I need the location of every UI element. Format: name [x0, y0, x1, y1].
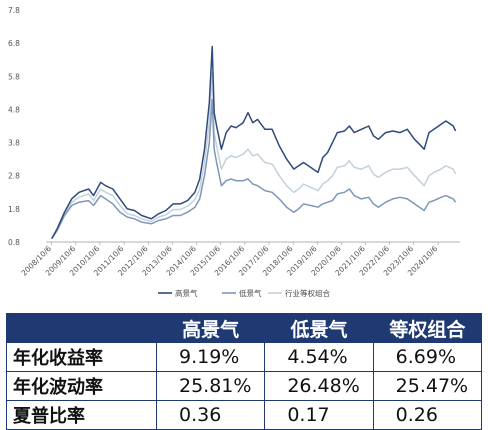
- table-cell: 0.17: [264, 400, 374, 430]
- legend-label: 高景气: [175, 288, 198, 298]
- header-cell: 高景气: [155, 313, 266, 343]
- row-label: 年化波动率: [6, 371, 157, 401]
- y-tick-label: 3.8: [8, 139, 20, 148]
- row-label: 年化收益率: [6, 342, 157, 372]
- y-tick-label: 5.8: [8, 72, 20, 81]
- header-cell: 等权组合: [372, 313, 483, 343]
- row-label: 夏普比率: [6, 400, 157, 430]
- legend-label: 行业等权组合: [285, 288, 330, 298]
- y-tick-label: 0.8: [8, 238, 20, 247]
- table-header-row: 高景气 低景气 等权组合: [6, 313, 483, 343]
- y-tick-label: 6.8: [8, 39, 20, 48]
- chart-series: [51, 45, 457, 240]
- table-cell: 25.47%: [372, 371, 483, 401]
- line-chart: 0.8 1.8 2.8 3.8 4.8 5.8 6.8 7.8 2008/10/62009/1…: [8, 6, 460, 298]
- table-row: 夏普比率 0.36 0.17 0.26: [6, 400, 483, 430]
- y-axis: 0.8 1.8 2.8 3.8 4.8 5.8 6.8 7.8: [8, 6, 20, 247]
- series-line-2: [51, 72, 457, 240]
- table-cell: 25.81%: [155, 371, 266, 401]
- legend: 高景气 低景气 行业等权组合: [158, 288, 330, 298]
- table-row: 年化波动率 25.81% 26.48% 25.47%: [6, 371, 483, 401]
- y-tick-label: 2.8: [8, 172, 20, 181]
- table-cell: 0.26: [372, 400, 483, 430]
- table-row: 年化收益率 9.19% 4.54% 6.69%: [6, 342, 483, 372]
- table-cell: 26.48%: [264, 371, 374, 401]
- y-tick-label: 4.8: [8, 105, 20, 114]
- table-cell: 0.36: [155, 400, 266, 430]
- y-tick-label: 7.8: [8, 6, 20, 15]
- header-cell: 低景气: [264, 313, 374, 343]
- series-line-1: [51, 98, 457, 240]
- table-cell: 6.69%: [372, 342, 483, 372]
- table-cell: 4.54%: [264, 342, 374, 372]
- header-cell: [6, 313, 157, 343]
- performance-table: 高景气 低景气 等权组合 年化收益率 9.19% 4.54% 6.69% 年化波…: [6, 313, 483, 430]
- table-cell: 9.19%: [155, 342, 266, 372]
- x-axis: 2008/10/62009/10/62010/10/62011/10/62012…: [20, 242, 440, 278]
- series-line-0: [51, 45, 457, 240]
- legend-label: 低景气: [239, 288, 262, 298]
- y-tick-label: 1.8: [8, 205, 20, 214]
